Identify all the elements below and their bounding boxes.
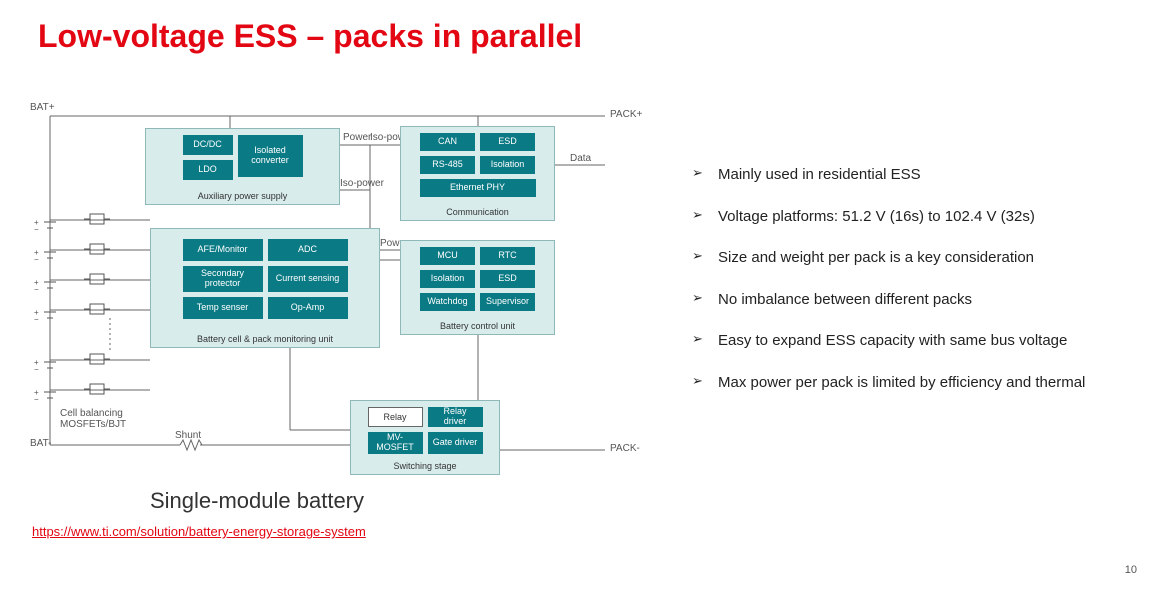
mcu-chip: MCU	[420, 247, 475, 265]
op-amp-chip: Op-Amp	[268, 297, 348, 319]
svg-text:+: +	[34, 308, 39, 317]
svg-text:+: +	[34, 358, 39, 367]
bat-minus-label: BAT-	[30, 438, 51, 449]
relay-block: Relay	[368, 407, 423, 427]
svg-text:+: +	[34, 218, 39, 227]
isolation-chip-2: Isolation	[420, 270, 475, 288]
comm-caption: Communication	[401, 207, 554, 217]
control-caption: Battery control unit	[401, 321, 554, 331]
data-label: Data	[570, 153, 591, 164]
bullet-list: Mainly used in residential ESS Voltage p…	[690, 165, 1130, 414]
aux-power-supply-group: DC/DC LDO Isolated converter Auxiliary p…	[145, 128, 340, 205]
gate-driver-chip: Gate driver	[428, 432, 483, 454]
source-link[interactable]: https://www.ti.com/solution/battery-ener…	[32, 524, 366, 539]
supervisor-chip: Supervisor	[480, 293, 535, 311]
can-chip: CAN	[420, 133, 475, 151]
temp-sensor-chip: Temp senser	[183, 297, 263, 319]
aux-caption: Auxiliary power supply	[146, 191, 339, 201]
monitoring-group: AFE/Monitor ADC Secondary protector Curr…	[150, 228, 380, 348]
watchdog-chip: Watchdog	[420, 293, 475, 311]
cell-balancing-label: Cell balancing MOSFETs/BJT	[60, 408, 140, 430]
relay-driver-chip: Relay driver	[428, 407, 483, 427]
adc-chip: ADC	[268, 239, 348, 261]
current-sensing-chip: Current sensing	[268, 266, 348, 292]
svg-text:+: +	[34, 248, 39, 257]
bullet-item: Easy to expand ESS capacity with same bu…	[690, 331, 1130, 351]
isolation-chip-1: Isolation	[480, 156, 535, 174]
bullet-item: Size and weight per pack is a key consid…	[690, 248, 1130, 268]
esd-chip-2: ESD	[480, 270, 535, 288]
dcdc-chip: DC/DC	[183, 135, 233, 155]
iso-power-label-2: Iso-power	[340, 178, 384, 189]
mv-mosfet-chip: MV-MOSFET	[368, 432, 423, 454]
page-number: 10	[1125, 564, 1137, 576]
svg-text:−: −	[34, 395, 39, 404]
power-label-1: Power	[343, 132, 371, 143]
svg-text:−: −	[34, 365, 39, 374]
block-diagram: +− +− +− +− +− +− PACK+ PACK- BAT+ BAT- …	[30, 110, 650, 510]
bullet-item: Max power per pack is limited by efficie…	[690, 373, 1130, 393]
svg-text:−: −	[34, 315, 39, 324]
afe-monitor-chip: AFE/Monitor	[183, 239, 263, 261]
bullet-item: No imbalance between different packs	[690, 290, 1130, 310]
pack-minus-label: PACK-	[610, 443, 640, 454]
monitor-caption: Battery cell & pack monitoring unit	[151, 334, 379, 344]
ldo-chip: LDO	[183, 160, 233, 180]
shunt-label: Shunt	[175, 430, 201, 441]
rs485-chip: RS-485	[420, 156, 475, 174]
slide-title: Low-voltage ESS – packs in parallel	[38, 18, 582, 55]
communication-group: CAN ESD RS-485 Isolation Ethernet PHY Co…	[400, 126, 555, 221]
control-unit-group: MCU RTC Isolation ESD Watchdog Superviso…	[400, 240, 555, 335]
diagram-subtitle: Single-module battery	[150, 488, 364, 514]
svg-text:−: −	[34, 225, 39, 234]
switching-caption: Switching stage	[351, 461, 499, 471]
secondary-protector-chip: Secondary protector	[183, 266, 263, 292]
pack-plus-label: PACK+	[610, 109, 642, 120]
svg-text:+: +	[34, 388, 39, 397]
bat-plus-label: BAT+	[30, 102, 55, 113]
svg-text:−: −	[34, 255, 39, 264]
bullet-item: Voltage platforms: 51.2 V (16s) to 102.4…	[690, 207, 1130, 227]
ethernet-phy-chip: Ethernet PHY	[420, 179, 536, 197]
rtc-chip: RTC	[480, 247, 535, 265]
switching-stage-group: Relay Relay driver MV-MOSFET Gate driver…	[350, 400, 500, 475]
svg-text:−: −	[34, 285, 39, 294]
esd-chip-1: ESD	[480, 133, 535, 151]
bullet-item: Mainly used in residential ESS	[690, 165, 1130, 185]
svg-text:+: +	[34, 278, 39, 287]
isolated-converter-chip: Isolated converter	[238, 135, 303, 177]
